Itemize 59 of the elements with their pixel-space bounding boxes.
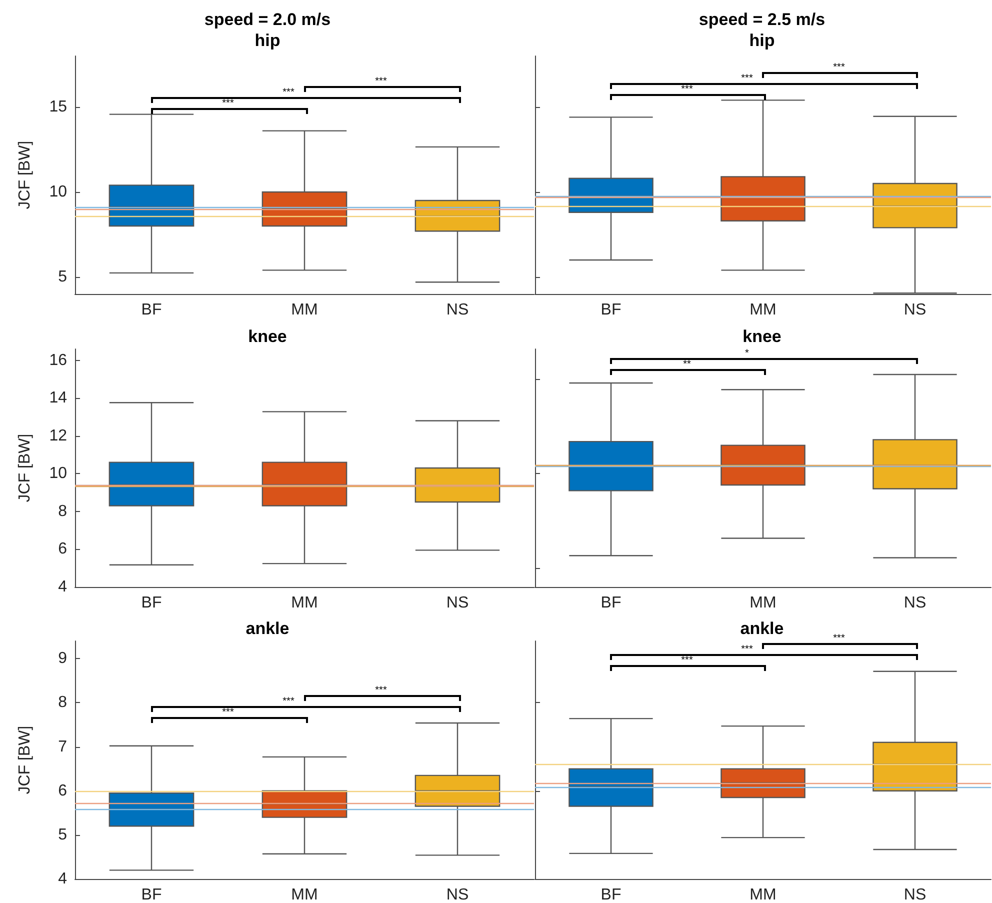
y-tick-label: 14 — [49, 390, 68, 407]
annotation: *** — [374, 76, 388, 88]
x-tick-label: BF — [141, 594, 162, 612]
y-tick-label: 9 — [58, 650, 68, 668]
chart-title: knee — [742, 327, 782, 346]
y-tick-label: 10 — [49, 184, 68, 200]
y-tick-label: 4 — [58, 578, 68, 596]
x-tick-label: BF — [600, 594, 622, 612]
x-tick-label: MM — [291, 594, 318, 612]
x-tick-label: MM — [750, 594, 776, 612]
chart-title: ankle — [246, 619, 290, 638]
annotation: *** — [740, 644, 754, 656]
x-tick-label: BF — [600, 886, 622, 903]
chart-title: ankle — [740, 619, 784, 638]
x-tick-label: BF — [141, 302, 162, 318]
chart-subtitle: hip — [254, 31, 280, 50]
y-tick-label: 5 — [58, 826, 68, 844]
annotation: *** — [221, 98, 235, 110]
x-tick-label: NS — [446, 886, 469, 903]
x-tick-label: NS — [904, 886, 926, 903]
y-axis-title: JCF [BW] — [16, 434, 34, 502]
y-tick-label: 10 — [49, 465, 68, 482]
x-tick-label: MM — [291, 302, 318, 318]
annotation: *** — [221, 706, 235, 718]
x-tick-label: MM — [750, 302, 776, 318]
chart-subtitle: hip — [749, 31, 775, 50]
annotation: *** — [740, 73, 754, 84]
x-tick-label: NS — [904, 594, 926, 612]
annotation: *** — [282, 87, 296, 98]
y-tick-label: 5 — [58, 268, 68, 286]
chart-title: speed = 2.5 m/s — [698, 10, 826, 29]
annotation: *** — [832, 633, 846, 644]
annotation: ** — [682, 358, 692, 370]
x-tick-label: NS — [446, 594, 469, 612]
y-tick-label: 4 — [58, 870, 68, 888]
x-tick-label: BF — [141, 886, 162, 903]
x-tick-label: NS — [904, 302, 926, 318]
x-tick-label: MM — [750, 886, 776, 903]
y-tick-label: 12 — [49, 427, 68, 444]
annotation: *** — [680, 84, 694, 96]
chart-title: knee — [248, 327, 287, 346]
annotation: *** — [282, 696, 296, 707]
y-tick-label: 8 — [58, 694, 68, 712]
y-tick-label: 7 — [58, 738, 68, 756]
y-tick-label: 6 — [58, 782, 68, 800]
y-tick-label: 16 — [49, 352, 68, 369]
y-tick-label: 8 — [58, 502, 68, 520]
y-tick-label: 6 — [58, 540, 68, 558]
x-tick-label: MM — [291, 886, 318, 903]
annotation: *** — [832, 62, 846, 74]
x-tick-label: BF — [600, 302, 622, 318]
y-tick-label: 15 — [49, 98, 68, 116]
y-axis-title: JCF [BW] — [16, 140, 34, 210]
annotation: * — [744, 348, 750, 358]
annotation: *** — [374, 684, 388, 696]
annotation: *** — [680, 655, 694, 666]
y-axis-title: JCF [BW] — [16, 726, 34, 794]
x-tick-label: NS — [446, 302, 469, 318]
chart-title: speed = 2.0 m/s — [204, 10, 331, 29]
